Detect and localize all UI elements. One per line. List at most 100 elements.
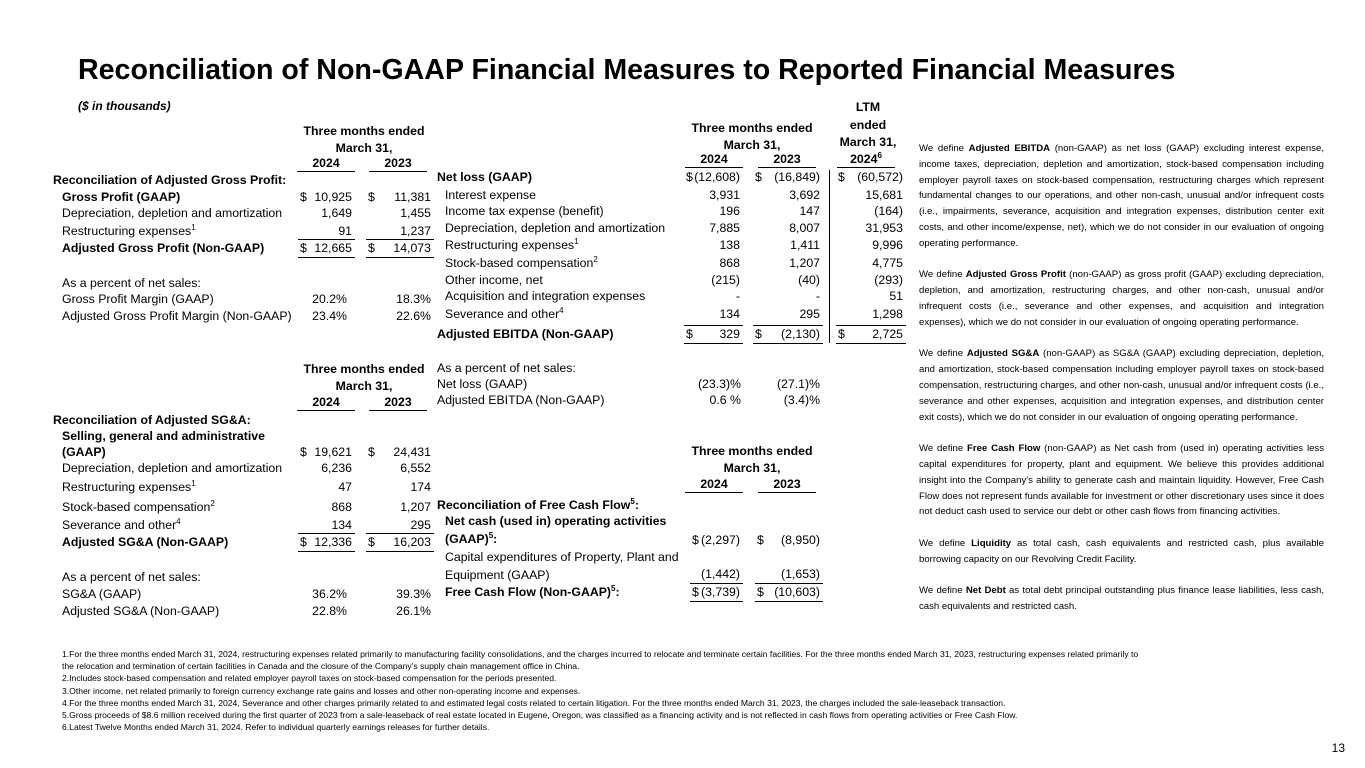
label-text: Net loss (GAAP) [437,170,532,184]
cell-value: (60,572) [857,170,903,184]
currency-sign: $ [757,533,764,547]
footnote-ref: 5 [488,531,494,540]
cell-value: 134 [331,518,352,532]
row-label: Acquisition and integration expenses [445,288,645,304]
currency-sign: $ [368,535,375,549]
cell-value: 20.2% [312,292,347,306]
cell-value: 6,236 [321,461,352,475]
footnote-ref: 2 [593,255,598,264]
cell-value: 1,237 [400,224,431,238]
cell-value: - [735,289,740,303]
row-label: Net loss (GAAP) [437,169,532,185]
cell-value: 295 [410,518,431,532]
row-label: Severance and other4 [445,306,564,322]
cell-value: 196 [719,204,740,218]
cell-value: 7,885 [709,221,740,235]
definition-term: Adjusted SG&A [966,348,1040,360]
cell-value: (8,950) [781,533,820,547]
title-text: Reconciliation of Free Cash Flow [437,498,631,512]
label-text: Adjusted SG&A (Non-GAAP) [62,535,229,549]
column-header: Three months ended March 31, [303,362,425,393]
rule-line [753,343,823,344]
cell-value: 18.3% [396,292,431,306]
row-label: Adjusted EBITDA (Non-GAAP) [437,393,605,407]
cell-value: 147 [799,204,820,218]
slide-title: Reconciliation of Non-GAAP Financial Mea… [78,54,1176,86]
currency-sign: $ [838,170,845,184]
label-text: Depreciation, depletion and amortization [445,221,666,235]
cell-value: 134 [719,307,740,321]
rule-line [366,533,434,534]
table-title: Reconciliation of Adjusted SG&A: [53,412,251,428]
label-text: Restructuring expenses [62,480,192,494]
cell-value: (215) [711,273,740,287]
year-header: 2024 [685,152,743,168]
label-text: Restructuring expenses [62,224,192,238]
label-text: Adjusted EBITDA (Non-GAAP) [437,327,614,341]
cell-value: 174 [410,480,431,494]
cell-value: 0.6 % [709,393,741,407]
row-label: Depreciation, depletion and amortization [62,205,282,221]
definition-text: as total debt principal outstanding plus… [919,585,1324,613]
currency-sign: $ [838,327,845,341]
row-label: Selling, general and administrative (GAA… [62,428,287,460]
footnote-ref: 1 [191,479,196,488]
currency-sign: $ [300,241,307,255]
cell-value: 23.4% [312,309,347,323]
cell-value: 6,552 [400,461,431,475]
row-label: Stock-based compensation2 [62,499,215,515]
cell-value: 4,775 [872,256,903,270]
definition-term: Net Debt [965,585,1006,597]
cell-value: 1,207 [789,256,820,270]
cell-value: 1,298 [872,307,903,321]
footnote-ref: 5 [611,584,616,593]
cell-value: 22.8% [312,604,347,618]
label-text: Depreciation, depletion and amortization [62,206,283,220]
cell-value: 31,953 [865,221,903,235]
row-label: Adjusted Gross Profit (Non-GAAP) [62,240,264,256]
cell-value: 138 [719,238,740,252]
label-suffix: : [615,585,620,599]
cell-value: 295 [799,307,820,321]
currency-sign: $ [300,535,307,549]
cell-value: (10,603) [774,585,820,599]
cell-value: (16,849) [774,170,820,184]
cell-value: (23.3)% [697,377,741,391]
cell-value: 2,725 [872,327,903,341]
label-text: Income tax expense (benefit) [445,204,604,218]
definition: We define Net Debt as total debt princip… [919,583,1324,615]
currency-sign: $ [692,585,699,599]
row-label: Restructuring expenses1 [445,237,579,253]
year-header: 2023 [758,477,816,493]
cell-value: 24,431 [393,445,431,459]
cell-value: 11,381 [394,190,431,204]
cell-value: (293) [874,273,903,287]
percent-heading: As a percent of net sales: [62,276,201,290]
title-text: Reconciliation of Adjusted Gross Profit: [53,173,287,187]
label-text: Acquisition and integration expenses [445,289,646,303]
cell-value: (2,297) [701,533,740,547]
footnote: 5.Gross proceeds of $8.6 million receive… [62,710,1018,721]
cell-value: 12,665 [314,241,352,255]
rule-line [298,239,355,240]
rule-line [366,551,434,552]
label-text: Selling, general and administrative (GAA… [62,429,265,459]
rule-line [366,257,434,258]
year-header: 2024 [297,156,355,172]
row-label: Restructuring expenses1 [62,223,196,239]
rule-line [755,583,823,584]
cell-value: 9,996 [872,238,903,252]
row-label: Restructuring expenses1 [62,479,196,495]
currency-sign: $ [368,445,375,459]
cell-value: 39.3% [396,587,431,601]
definition: We define Adjusted SG&A (non-GAAP) as SG… [919,346,1324,425]
year-header: 20246 [837,152,895,168]
rule-line [298,533,355,534]
cell-value: (12,608) [694,170,740,184]
row-label: Adjusted EBITDA (Non-GAAP) [437,326,613,342]
cell-value: (27.1)% [776,377,820,391]
year-header: 2024 [685,477,743,493]
definition: We define Adjusted EBITDA (non-GAAP) as … [919,141,1324,252]
label-text: Gross Profit (GAAP) [62,190,181,204]
